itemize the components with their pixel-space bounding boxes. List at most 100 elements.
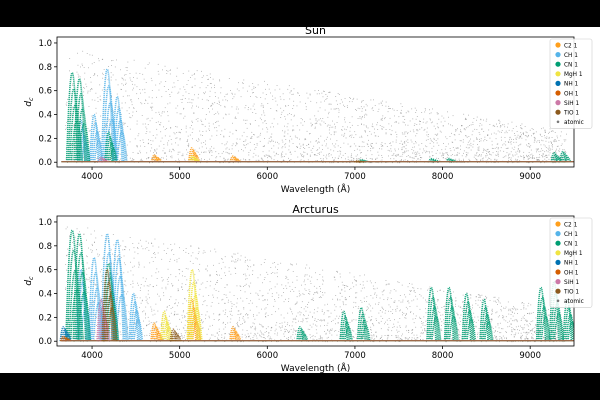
atomic-point — [204, 93, 205, 95]
atomic-point — [486, 118, 488, 120]
atomic-point — [489, 151, 490, 152]
atomic-point — [124, 315, 126, 316]
atomic-point — [228, 152, 230, 154]
atomic-point — [124, 249, 126, 251]
atomic-point — [327, 322, 329, 324]
atomic-point — [379, 297, 381, 299]
atomic-point — [433, 125, 435, 127]
atomic-point — [271, 140, 273, 142]
atomic-point — [328, 113, 329, 115]
atomic-point — [133, 77, 134, 78]
atomic-point — [355, 319, 357, 321]
atomic-point — [516, 161, 518, 163]
atomic-point — [86, 53, 88, 54]
atomic-point — [509, 325, 511, 327]
atomic-point — [153, 309, 155, 311]
atomic-point — [481, 301, 482, 303]
atomic-point — [278, 326, 280, 328]
band-arc — [111, 95, 123, 163]
atomic-point — [430, 122, 432, 124]
atomic-point — [185, 320, 187, 321]
atomic-point — [489, 154, 491, 155]
atomic-point — [431, 338, 433, 340]
atomic-point — [184, 330, 186, 331]
atomic-point — [176, 313, 178, 315]
atomic-point — [88, 140, 90, 142]
atomic-point — [292, 125, 294, 127]
atomic-point — [376, 296, 377, 298]
atomic-point — [192, 99, 194, 101]
atomic-point — [515, 139, 517, 140]
atomic-point — [564, 323, 566, 324]
atomic-point — [185, 125, 187, 127]
atomic-point — [304, 274, 306, 276]
atomic-point — [400, 338, 402, 340]
atomic-point — [102, 258, 104, 260]
atomic-point — [550, 322, 552, 324]
atomic-point — [166, 309, 168, 311]
atomic-point — [416, 298, 418, 300]
atomic-point — [218, 331, 220, 332]
atomic-point — [462, 162, 464, 163]
atomic-point — [245, 260, 247, 261]
atomic-point — [425, 150, 427, 152]
atomic-point — [439, 312, 441, 313]
atomic-point — [548, 147, 550, 149]
atomic-point — [451, 338, 453, 340]
atomic-point — [500, 310, 502, 312]
atomic-point — [100, 115, 102, 117]
atomic-point — [317, 307, 319, 309]
atomic-point — [126, 110, 128, 112]
atomic-point — [315, 160, 317, 162]
atomic-point — [98, 336, 100, 338]
atomic-point — [313, 312, 315, 314]
atomic-point — [144, 146, 146, 147]
atomic-point — [350, 287, 352, 289]
atomic-point — [448, 299, 449, 300]
atomic-point — [290, 329, 292, 330]
atomic-point — [521, 302, 523, 304]
atomic-point — [503, 316, 505, 318]
atomic-point — [453, 149, 455, 151]
atomic-point — [250, 300, 251, 302]
atomic-point — [524, 338, 526, 340]
atomic-point — [332, 143, 333, 145]
atomic-point — [502, 317, 504, 319]
atomic-point — [128, 319, 130, 320]
atomic-point — [496, 146, 498, 148]
atomic-point — [176, 261, 178, 263]
atomic-point — [116, 298, 118, 300]
atomic-point — [325, 94, 327, 95]
atomic-point — [79, 311, 81, 312]
atomic-point — [100, 137, 102, 139]
atomic-point — [209, 148, 211, 150]
atomic-point — [510, 143, 512, 145]
atomic-point — [425, 330, 427, 332]
atomic-point — [472, 319, 474, 321]
atomic-point — [119, 162, 120, 164]
atomic-point — [503, 319, 505, 321]
atomic-point — [65, 289, 66, 290]
atomic-point — [339, 150, 341, 152]
atomic-point — [210, 280, 212, 282]
atomic-point — [87, 92, 89, 94]
atomic-point — [214, 341, 216, 343]
atomic-point — [152, 162, 153, 163]
atomic-point — [206, 281, 208, 282]
atomic-point — [243, 308, 245, 310]
y-tick-label: 0.4 — [38, 111, 52, 121]
atomic-point — [240, 96, 242, 98]
atomic-point — [250, 123, 251, 125]
atomic-point — [381, 142, 383, 144]
atomic-point — [397, 153, 399, 155]
atomic-point — [417, 151, 419, 153]
atomic-point — [464, 118, 466, 120]
atomic-point — [117, 107, 119, 109]
atomic-point — [368, 303, 370, 305]
atomic-point — [65, 103, 67, 105]
atomic-point — [117, 254, 119, 256]
atomic-point — [477, 147, 479, 149]
atomic-point — [383, 289, 385, 291]
atomic-point — [429, 300, 431, 302]
atomic-point — [327, 329, 329, 331]
